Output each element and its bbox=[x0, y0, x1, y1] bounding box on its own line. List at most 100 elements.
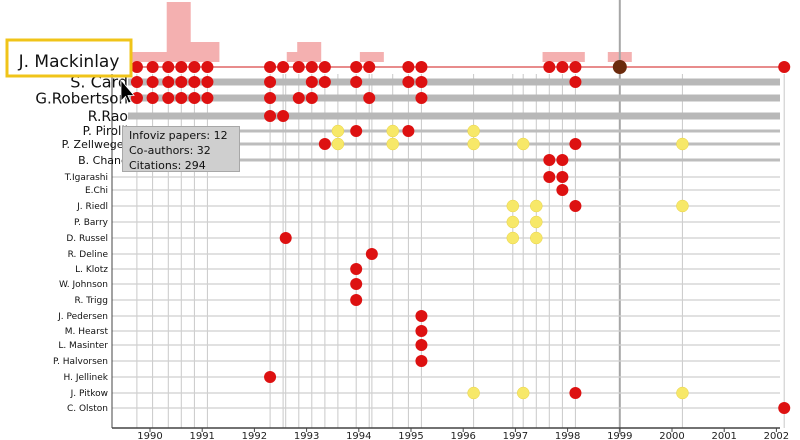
paper-dot[interactable] bbox=[264, 76, 277, 88]
paper-dot[interactable] bbox=[175, 92, 188, 104]
paper-dot[interactable] bbox=[676, 137, 689, 151]
paper-dot[interactable] bbox=[331, 137, 345, 151]
paper-dot[interactable] bbox=[331, 124, 345, 138]
paper-dot[interactable] bbox=[402, 125, 415, 137]
paper-dot[interactable] bbox=[415, 310, 428, 322]
paper-dot[interactable] bbox=[415, 325, 428, 337]
coauthor-label[interactable]: J. Riedl bbox=[76, 202, 108, 212]
paper-dot[interactable] bbox=[350, 61, 363, 73]
coauthor-label[interactable]: H. Jellinek bbox=[64, 373, 109, 383]
paper-dot[interactable] bbox=[530, 231, 543, 245]
paper-dot[interactable] bbox=[543, 154, 556, 166]
coauthor-label[interactable]: E.Chi bbox=[85, 186, 108, 196]
paper-dot[interactable] bbox=[277, 110, 290, 122]
coauthor-label[interactable]: B. Chang bbox=[78, 154, 128, 167]
coauthor-label[interactable]: T.Igarashi bbox=[64, 173, 108, 183]
coauthor-label[interactable]: R. Trigg bbox=[75, 296, 108, 306]
paper-dot[interactable] bbox=[264, 110, 277, 122]
paper-dot[interactable] bbox=[506, 215, 520, 229]
coauthor-label[interactable]: M. Hearst bbox=[65, 327, 109, 337]
paper-dot[interactable] bbox=[305, 92, 318, 104]
paper-dot[interactable] bbox=[402, 61, 415, 73]
paper-dot[interactable] bbox=[402, 76, 415, 88]
paper-dot[interactable] bbox=[146, 61, 159, 73]
paper-dot[interactable] bbox=[363, 61, 376, 73]
paper-dot[interactable] bbox=[530, 215, 543, 229]
coauthor-label[interactable]: R.Rao bbox=[88, 109, 128, 125]
paper-dot[interactable] bbox=[292, 92, 305, 104]
paper-dot[interactable] bbox=[516, 137, 530, 151]
paper-dot[interactable] bbox=[556, 154, 569, 166]
paper-dot[interactable] bbox=[146, 92, 159, 104]
paper-dot[interactable] bbox=[415, 92, 428, 104]
paper-dot[interactable] bbox=[386, 137, 399, 151]
coauthor-label[interactable]: G.Robertson bbox=[35, 89, 128, 107]
paper-dot[interactable] bbox=[676, 199, 689, 213]
paper-dot[interactable] bbox=[569, 61, 582, 73]
paper-dot[interactable] bbox=[201, 92, 214, 104]
paper-dot[interactable] bbox=[415, 355, 428, 367]
paper-dot[interactable] bbox=[175, 61, 188, 73]
paper-dot[interactable] bbox=[350, 76, 363, 88]
paper-dot[interactable] bbox=[305, 76, 318, 88]
paper-dot[interactable] bbox=[305, 61, 318, 73]
coauthor-label[interactable]: J. Pitkow bbox=[70, 389, 108, 399]
coauthor-label[interactable]: D. Russel bbox=[66, 234, 108, 244]
paper-dot[interactable] bbox=[543, 171, 556, 183]
paper-dot[interactable] bbox=[467, 386, 480, 400]
paper-dot[interactable] bbox=[569, 387, 582, 399]
paper-dot[interactable] bbox=[201, 76, 214, 88]
paper-dot[interactable] bbox=[162, 61, 175, 73]
paper-dot[interactable] bbox=[264, 92, 277, 104]
paper-dot[interactable] bbox=[556, 171, 569, 183]
paper-dot[interactable] bbox=[556, 184, 569, 196]
paper-dot[interactable] bbox=[415, 61, 428, 73]
paper-dot[interactable] bbox=[350, 294, 363, 306]
paper-dot[interactable] bbox=[188, 92, 201, 104]
paper-dot[interactable] bbox=[467, 137, 480, 151]
paper-dot[interactable] bbox=[277, 61, 290, 73]
coauthor-label[interactable]: P. Pirolli bbox=[83, 124, 128, 138]
paper-dot[interactable] bbox=[318, 138, 331, 150]
paper-dot[interactable] bbox=[778, 402, 791, 414]
paper-dot[interactable] bbox=[175, 76, 188, 88]
paper-dot[interactable] bbox=[264, 371, 277, 383]
paper-dot[interactable] bbox=[530, 199, 543, 213]
paper-dot[interactable] bbox=[146, 76, 159, 88]
paper-dot[interactable] bbox=[569, 200, 582, 212]
coauthor-label[interactable]: R. Deline bbox=[68, 250, 109, 260]
paper-dot[interactable] bbox=[350, 263, 363, 275]
paper-dot[interactable] bbox=[676, 386, 689, 400]
paper-dot[interactable] bbox=[318, 76, 331, 88]
paper-dot[interactable] bbox=[569, 76, 582, 88]
paper-dot[interactable] bbox=[318, 61, 331, 73]
paper-dot[interactable] bbox=[612, 60, 627, 74]
paper-dot[interactable] bbox=[201, 61, 214, 73]
coauthor-label[interactable]: L. Klotz bbox=[75, 265, 108, 275]
paper-dot[interactable] bbox=[350, 125, 363, 137]
coauthor-label[interactable]: W. Johnson bbox=[59, 280, 108, 290]
paper-dot[interactable] bbox=[162, 92, 175, 104]
coauthor-label[interactable]: L. Masinter bbox=[58, 341, 108, 351]
paper-dot[interactable] bbox=[130, 76, 143, 88]
paper-dot[interactable] bbox=[188, 61, 201, 73]
coauthor-label[interactable]: J. Pedersen bbox=[57, 312, 108, 322]
paper-dot[interactable] bbox=[556, 61, 569, 73]
paper-dot[interactable] bbox=[162, 76, 175, 88]
paper-dot[interactable] bbox=[467, 124, 480, 138]
paper-dot[interactable] bbox=[543, 61, 556, 73]
focus-author-label[interactable]: J. Mackinlay bbox=[18, 52, 120, 72]
paper-dot[interactable] bbox=[506, 231, 520, 245]
paper-dot[interactable] bbox=[130, 61, 143, 73]
paper-dot[interactable] bbox=[188, 76, 201, 88]
paper-dot[interactable] bbox=[365, 248, 378, 260]
paper-dot[interactable] bbox=[415, 76, 428, 88]
paper-dot[interactable] bbox=[350, 278, 363, 290]
paper-dot[interactable] bbox=[516, 386, 530, 400]
coauthor-label[interactable]: P. Barry bbox=[74, 218, 109, 228]
paper-dot[interactable] bbox=[386, 124, 399, 138]
coauthor-label[interactable]: P. Halvorsen bbox=[53, 357, 108, 367]
paper-dot[interactable] bbox=[292, 61, 305, 73]
paper-dot[interactable] bbox=[569, 138, 582, 150]
paper-dot[interactable] bbox=[363, 92, 376, 104]
